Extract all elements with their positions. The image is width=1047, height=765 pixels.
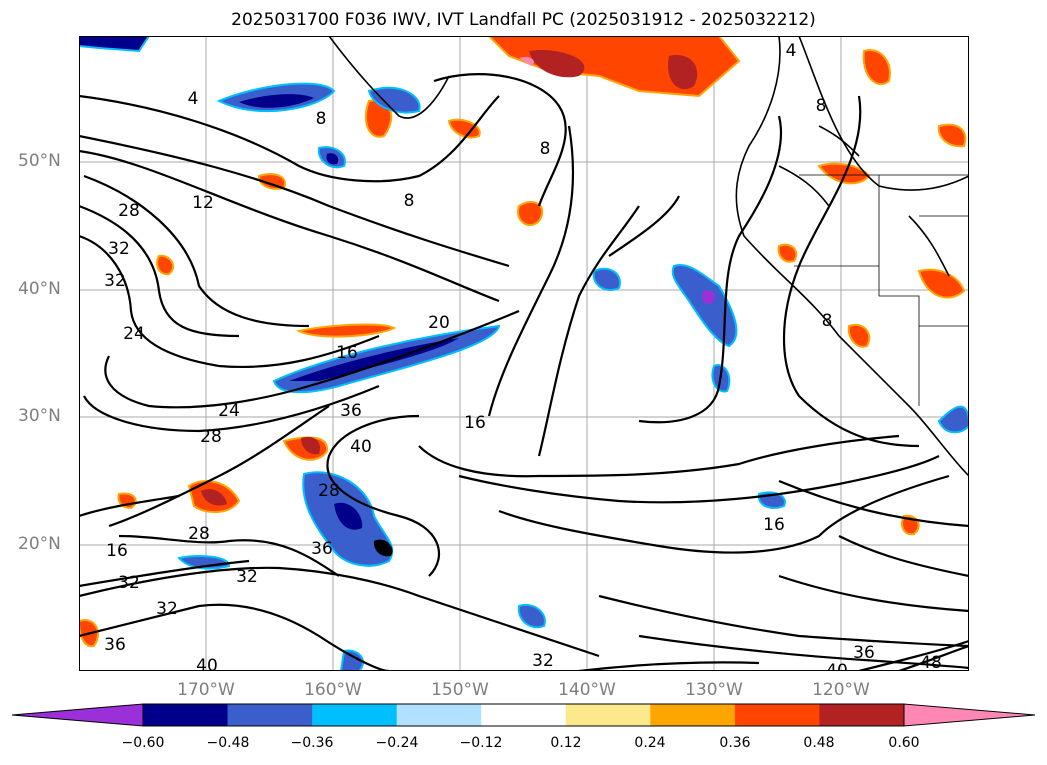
shading-east-pacific	[671, 264, 738, 348]
colorbar-segment	[396, 704, 482, 726]
colorbar-tick-label: −0.36	[290, 735, 334, 751]
contour-label: 36	[311, 539, 333, 559]
contour-label: 8	[822, 311, 833, 331]
colorbar-segment	[734, 704, 820, 726]
colorbar-segment	[481, 704, 567, 726]
colorbar-segment	[312, 704, 398, 726]
contour-label: 28	[188, 524, 210, 544]
contour-label: 40	[826, 661, 848, 671]
contour-label: 8	[404, 191, 415, 211]
contour-label: 28	[200, 427, 222, 447]
lon-label-140w: 140°W	[558, 680, 616, 700]
colorbar-segments	[12, 704, 1035, 726]
contour-label: 32	[532, 651, 554, 671]
lon-label-150w: 150°W	[431, 680, 489, 700]
contour-label: 16	[763, 515, 785, 535]
contour-label: 28	[318, 481, 340, 501]
political-borders	[794, 174, 969, 406]
contour-label: 48	[920, 653, 942, 671]
contour-label: 8	[540, 139, 551, 159]
lat-label-30n: 30°N	[18, 406, 61, 426]
contour-label: 32	[104, 271, 126, 291]
lat-label-40n: 40°N	[18, 279, 61, 299]
contour-label: 16	[464, 413, 486, 433]
contour-label: 8	[816, 96, 827, 116]
contour-label: 12	[192, 193, 214, 213]
colorbar-tick-label: −0.48	[206, 735, 250, 751]
lon-label-170w: 170°W	[177, 680, 235, 700]
lat-label-20n: 20°N	[18, 534, 61, 554]
colorbar-tick-label: 0.12	[550, 735, 582, 751]
negative-pc-shading	[79, 36, 969, 671]
colorbar	[11, 703, 1036, 727]
colorbar-segment	[650, 704, 736, 726]
contour-label: 40	[350, 437, 372, 457]
lat-label-50n: 50°N	[18, 151, 61, 171]
contour-label: 28	[118, 201, 140, 221]
colorbar-extend-max	[904, 704, 1035, 726]
contour-label: 24	[218, 401, 240, 421]
contour-label: 32	[236, 567, 258, 587]
colorbar-tick-label: 0.48	[803, 735, 835, 751]
colorbar-tick-label: −0.60	[121, 735, 165, 751]
contour-label: 36	[104, 635, 126, 655]
colorbar-tick-label: −0.12	[459, 735, 503, 751]
colorbar-segment	[227, 704, 313, 726]
colorbar-segment	[819, 704, 905, 726]
lon-label-130w: 130°W	[685, 680, 743, 700]
contour-label-layer: 4 8 8 8 12 28 32 32 24 20 16 16 24 28 36…	[104, 41, 942, 671]
colorbar-extend-min	[12, 704, 143, 726]
colorbar-segment	[143, 704, 229, 726]
iwv-contours	[79, 73, 969, 671]
lon-label-120w: 120°W	[812, 680, 870, 700]
contour-label: 32	[118, 573, 140, 593]
west-coast-outline	[735, 36, 969, 477]
colorbar-tick-label: 0.60	[888, 735, 920, 751]
colorbar-tick-label: −0.24	[375, 735, 419, 751]
contour-label: 16	[336, 343, 358, 363]
contour-label: 4	[188, 89, 199, 109]
positive-pc-shading	[79, 36, 967, 648]
map-title: 2025031700 F036 IWV, IVT Landfall PC (20…	[231, 10, 816, 30]
colorbar-tick-label: 0.24	[634, 735, 666, 751]
contour-label: 32	[108, 239, 130, 259]
map-plot-area: 4 8 8 8 12 28 32 32 24 20 16 16 24 28 36…	[79, 36, 969, 671]
colorbar-outline	[142, 703, 905, 727]
contour-label: 4	[786, 41, 797, 61]
colorbar-tick-label: 0.36	[719, 735, 751, 751]
contour-label: 40	[196, 656, 218, 671]
lon-label-160w: 160°W	[304, 680, 362, 700]
contour-label: 36	[853, 643, 875, 663]
colorbar-segment	[565, 704, 651, 726]
shading-canada	[862, 49, 891, 86]
shading-pacific-nw	[817, 162, 871, 185]
contour-label: 20	[428, 313, 450, 333]
contour-label: 8	[316, 109, 327, 129]
coastlines	[328, 36, 969, 477]
contour-label: 24	[123, 324, 145, 344]
map-svg	[79, 36, 969, 671]
contour-12	[79, 134, 510, 268]
contour-label: 32	[156, 599, 178, 619]
contour-label: 16	[106, 541, 128, 561]
contour-label: 36	[340, 401, 362, 421]
